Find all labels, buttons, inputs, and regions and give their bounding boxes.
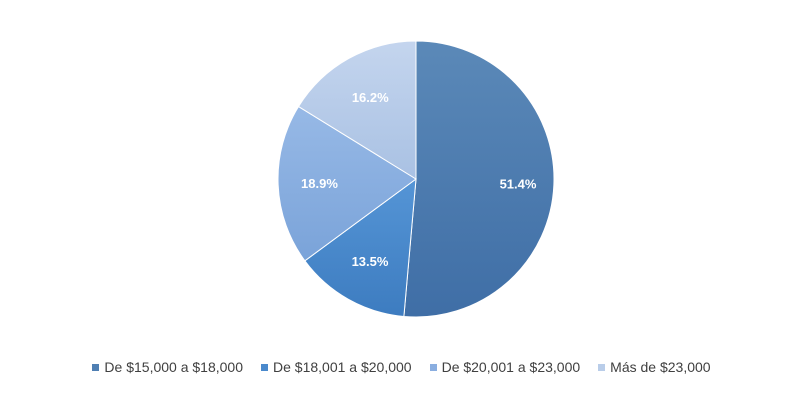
legend-item-1: De $15,000 a $18,000 [92,359,243,375]
legend-label-4: Más de $23,000 [610,359,711,375]
pie-slice-4 [297,40,417,180]
legend: De $15,000 a $18,000 De $18,001 a $20,000… [0,359,803,375]
pie-slice-3 [277,105,417,262]
legend-item-4: Más de $23,000 [598,359,711,375]
pie-data-labels: 51.4% 13.5% 18.9% 16.2% [301,90,537,269]
pie-slice-1 [403,40,555,318]
pie-data-label-3: 18.9% [301,176,338,191]
legend-swatch-2 [261,363,268,371]
legend-label-1: De $15,000 a $18,000 [104,359,243,375]
legend-swatch-3 [429,363,437,371]
legend-swatch-1 [92,363,100,371]
pie-slices [277,40,555,318]
pie-chart-svg: 51.4% 13.5% 18.9% 16.2% [277,40,555,318]
legend-swatch-4 [598,363,606,371]
legend-item-2: De $18,001 a $20,000 [261,359,412,375]
pie-data-label-2: 13.5% [352,254,389,269]
pie-data-label-4: 16.2% [352,90,389,105]
legend-label-3: De $20,001 a $23,000 [441,359,581,375]
legend-item-3: De $20,001 a $23,000 [429,359,581,375]
pie-data-label-1: 51.4% [500,176,537,191]
legend-label-2: De $18,001 a $20,000 [273,359,412,375]
pie-slice-2 [304,177,417,318]
